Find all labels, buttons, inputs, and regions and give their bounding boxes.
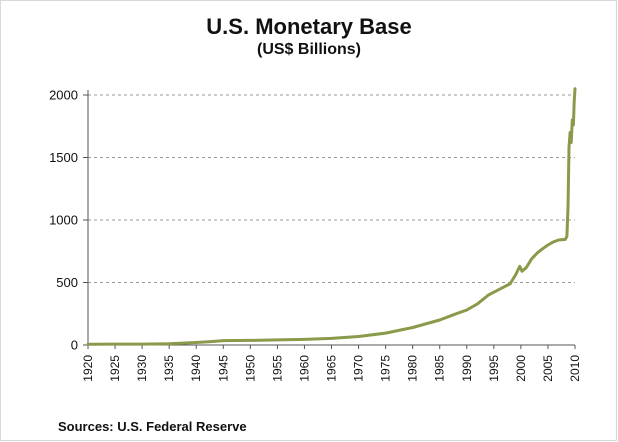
monetary-base-line — [86, 87, 577, 346]
data-point — [572, 123, 575, 127]
data-point — [357, 335, 360, 338]
data-point — [573, 87, 577, 91]
data-point — [465, 308, 468, 312]
x-tick-label: 2000 — [514, 355, 528, 382]
data-point — [168, 342, 171, 345]
x-tick-label: 1985 — [433, 355, 447, 382]
data-point — [565, 235, 569, 238]
x-tick-label: 1995 — [487, 355, 501, 382]
data-point — [566, 206, 570, 209]
y-tick-label: 500 — [56, 275, 78, 290]
data-point — [411, 326, 414, 329]
source-note: Sources: U.S. Federal Reserve — [58, 419, 247, 434]
data-point — [140, 342, 144, 346]
y-tick-label: 2000 — [49, 88, 78, 103]
data-point — [535, 251, 539, 255]
data-point — [546, 243, 550, 247]
data-point — [541, 247, 544, 250]
data-point — [211, 340, 214, 343]
data-point — [557, 238, 560, 242]
x-tick-label: 1975 — [379, 355, 393, 382]
data-point — [113, 342, 117, 346]
data-point — [438, 318, 441, 322]
data-point — [567, 146, 571, 149]
data-point — [514, 273, 517, 277]
x-tick-label: 1925 — [108, 355, 122, 382]
series-layer — [86, 87, 577, 346]
chart-title: U.S. Monetary Base — [206, 14, 412, 39]
data-point — [195, 341, 198, 344]
x-tick-label: 2010 — [568, 355, 582, 382]
data-point — [86, 343, 90, 346]
x-tick-label: 1940 — [189, 355, 203, 382]
data-point — [552, 240, 555, 244]
y-tick-label: 1500 — [49, 150, 78, 165]
x-tick-label: 1960 — [297, 355, 311, 382]
y-tick-label: 1000 — [49, 213, 78, 228]
data-point — [530, 257, 533, 260]
y-axis-ticks: 0 500 1000 1500 2000 — [49, 88, 88, 353]
x-tick-label: 1950 — [243, 355, 257, 382]
x-tick-label: 1980 — [406, 355, 420, 382]
axes — [87, 90, 575, 346]
data-point — [222, 339, 225, 342]
data-point — [476, 302, 479, 305]
data-point — [571, 118, 574, 122]
data-point — [525, 266, 528, 269]
data-point — [520, 270, 524, 273]
gridlines — [88, 94, 575, 283]
data-point — [498, 288, 501, 291]
data-point — [508, 282, 512, 285]
x-tick-label: 1930 — [135, 355, 149, 382]
data-point — [564, 238, 567, 241]
data-point — [249, 339, 252, 342]
x-axis-ticks: 1920 1925 1930 1935 1940 1945 1950 1955 1960 1965… — [81, 345, 582, 382]
x-tick-label: 1965 — [325, 355, 339, 382]
data-point — [303, 338, 306, 341]
data-point — [384, 331, 387, 335]
x-tick-label: 1955 — [270, 355, 284, 382]
data-point — [568, 131, 572, 134]
data-point — [573, 100, 576, 103]
chart-subtitle: (US$ Billions) — [256, 41, 361, 58]
data-point — [330, 337, 333, 340]
data-point — [454, 312, 458, 315]
data-point — [518, 265, 521, 268]
x-tick-label: 1935 — [162, 355, 176, 382]
data-point — [276, 338, 279, 342]
x-tick-label: 1970 — [352, 355, 366, 382]
x-tick-label: 1920 — [81, 355, 95, 382]
data-point — [487, 293, 490, 297]
data-point — [570, 141, 573, 144]
x-tick-label: 1945 — [216, 355, 230, 382]
x-tick-label: 1990 — [460, 355, 474, 382]
x-tick-label: 2005 — [541, 355, 555, 382]
y-tick-label: 0 — [71, 338, 78, 353]
